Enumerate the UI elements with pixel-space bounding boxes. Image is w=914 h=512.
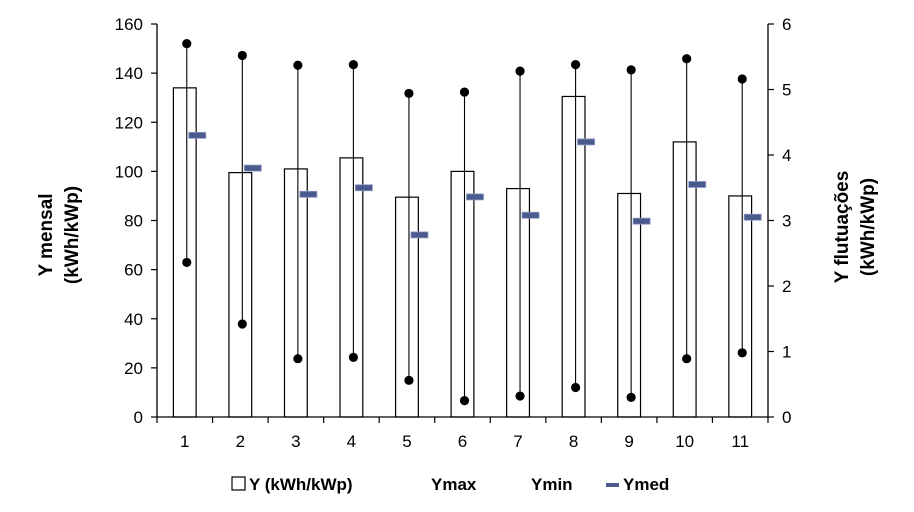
ymin-point bbox=[515, 391, 525, 401]
ymed-mark bbox=[577, 138, 595, 146]
x-axis-tick-label: 7 bbox=[513, 432, 522, 451]
left-axis-tick-label: 140 bbox=[115, 64, 143, 83]
left-axis-tick-labels: 0 20 40 60 80 100 120 140 160 bbox=[115, 15, 143, 427]
legend-label-ymin: Ymin bbox=[531, 475, 573, 494]
right-axis-tick-label: 1 bbox=[782, 343, 791, 362]
left-axis-tick-label: 100 bbox=[115, 162, 143, 181]
bar bbox=[728, 195, 753, 418]
ymin-point bbox=[293, 354, 303, 364]
ymin-point bbox=[626, 392, 636, 402]
bar bbox=[617, 192, 642, 418]
bar bbox=[283, 168, 308, 418]
ymin-point bbox=[237, 319, 247, 329]
legend-label-y: Y (kWh/kWp) bbox=[249, 475, 353, 494]
ymed-mark bbox=[521, 211, 540, 219]
right-axis-title-line2: (kWh/kWp) bbox=[858, 178, 879, 276]
ymed-mark bbox=[743, 213, 762, 221]
x-axis-tick-label: 10 bbox=[675, 432, 694, 451]
right-axis-tick-label: 2 bbox=[782, 277, 791, 296]
ymax-point bbox=[570, 60, 581, 70]
bar bbox=[450, 170, 475, 418]
ymax-point bbox=[459, 87, 470, 97]
ymed-mark bbox=[299, 190, 318, 198]
x-axis-tick-label: 4 bbox=[347, 432, 356, 451]
bar bbox=[339, 157, 364, 418]
right-axis-tick-label: 5 bbox=[782, 81, 791, 100]
right-axis-tick-label: 3 bbox=[782, 212, 791, 231]
ymed-mark bbox=[632, 217, 651, 225]
ymin-point bbox=[737, 348, 747, 358]
ymed-mark bbox=[355, 184, 373, 192]
ymax-point bbox=[682, 54, 692, 64]
x-axis-tick-label: 5 bbox=[402, 432, 411, 451]
left-axis-tick-label: 60 bbox=[124, 261, 143, 280]
x-axis-tick-labels: 1 2 3 4 5 6 7 8 9 10 11 bbox=[180, 432, 749, 451]
ymin-point bbox=[459, 396, 470, 406]
right-axis-tick-label: 0 bbox=[782, 408, 791, 427]
bar bbox=[228, 172, 253, 418]
ymax-point bbox=[237, 50, 247, 61]
left-axis-tick-label: 80 bbox=[124, 212, 143, 231]
axes bbox=[151, 23, 774, 423]
ymin-point bbox=[682, 354, 692, 364]
ymed-mark bbox=[188, 131, 207, 139]
ymed-layer bbox=[188, 131, 762, 239]
x-axis-tick-label: 11 bbox=[731, 432, 749, 451]
right-axis-tick-label: 4 bbox=[782, 146, 791, 165]
ymax-point bbox=[182, 39, 192, 49]
x-axis-tick-label: 6 bbox=[458, 432, 467, 451]
left-axis-title-line2: (kWh/kWp) bbox=[62, 186, 83, 284]
point-layer bbox=[182, 39, 747, 406]
ymax-point bbox=[737, 74, 747, 84]
ymax-point bbox=[348, 60, 359, 70]
ymin-point bbox=[182, 257, 192, 268]
ymed-mark bbox=[243, 164, 262, 172]
legend-swatch-bar bbox=[231, 476, 246, 491]
left-axis-tick-label: 120 bbox=[115, 113, 143, 132]
legend: Y (kWh/kWp) Ymax Ymin Ymed bbox=[231, 475, 669, 494]
ymax-point bbox=[404, 88, 414, 99]
ymax-point bbox=[626, 65, 636, 75]
right-axis-title-line1: Y flutuações bbox=[832, 171, 853, 284]
x-axis-tick-label: 3 bbox=[291, 432, 300, 451]
legend-swatch-ymed bbox=[606, 483, 619, 487]
ymed-mark bbox=[688, 181, 707, 188]
ymed-mark bbox=[410, 231, 429, 239]
ymed-mark bbox=[466, 193, 484, 201]
x-axis-tick-label: 9 bbox=[624, 432, 633, 451]
legend-label-ymed: Ymed bbox=[623, 475, 669, 494]
ymax-point bbox=[515, 66, 525, 76]
left-axis-tick-label: 0 bbox=[134, 408, 143, 427]
left-axis-title-line1: Y mensal bbox=[36, 193, 57, 276]
x-axis-tick-label: 2 bbox=[236, 432, 245, 451]
ymin-point bbox=[404, 375, 414, 385]
bar bbox=[506, 187, 531, 418]
legend-label-ymax: Ymax bbox=[431, 475, 477, 494]
plot-area bbox=[172, 39, 762, 418]
left-axis-tick-label: 40 bbox=[124, 310, 143, 329]
left-axis-tick-label: 160 bbox=[115, 15, 143, 34]
right-axis-tick-labels: 0 1 2 3 4 5 6 bbox=[782, 15, 791, 427]
x-axis-tick-label: 8 bbox=[569, 432, 578, 451]
x-axis-tick-label: 1 bbox=[180, 432, 189, 451]
right-axis-tick-label: 6 bbox=[782, 15, 791, 34]
ymin-point bbox=[570, 382, 581, 393]
bar-layer bbox=[172, 87, 753, 418]
whisker-layer bbox=[186, 43, 743, 401]
ymax-point bbox=[293, 60, 303, 70]
ymin-point bbox=[348, 352, 359, 362]
left-axis-tick-label: 20 bbox=[124, 359, 143, 378]
